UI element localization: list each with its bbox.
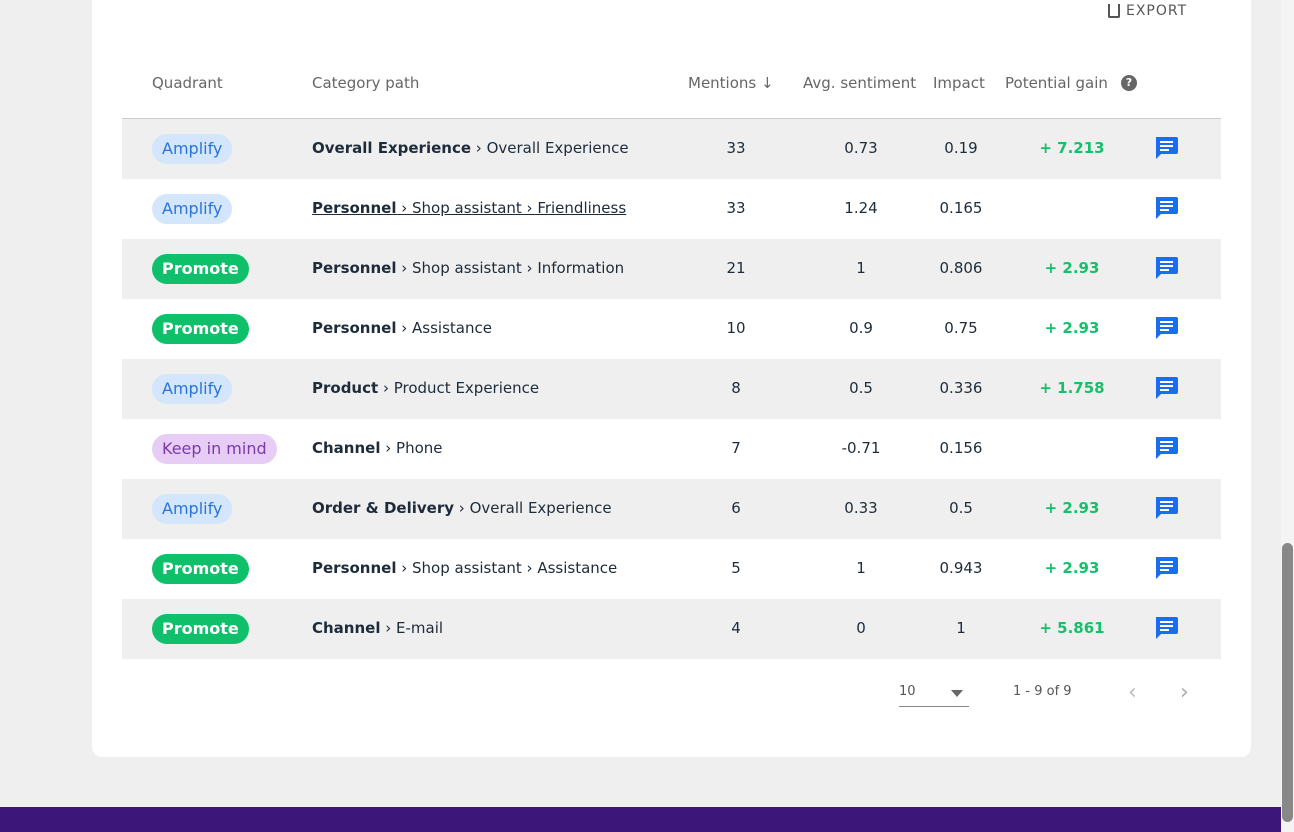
quadrant-badge: Promote [152,554,249,584]
table-row: Promote Personnel › Shop assistant › Ass… [122,539,1221,599]
mentions-value: 5 [731,559,741,577]
col-impact[interactable]: Impact [933,74,985,92]
mentions-value: 4 [731,619,741,637]
export-button[interactable]: EXPORT [1108,2,1187,20]
table-header: Quadrant Category path Mentions ↓ Avg. s… [122,55,1221,119]
next-page-button[interactable]: › [1180,680,1189,705]
comment-icon[interactable] [1153,134,1179,160]
sentiment-value: 1 [856,259,866,277]
sentiment-value: 1 [856,559,866,577]
quadrant-badge: Promote [152,254,249,284]
impact-value: 1 [956,619,966,637]
mentions-value: 33 [726,199,746,217]
sentiment-value: 0.73 [844,139,878,157]
dropdown-arrow-icon [951,690,963,697]
page-range: 1 - 9 of 9 [1013,684,1072,699]
sentiment-value: -0.71 [841,439,881,457]
comment-icon[interactable] [1153,194,1179,220]
category-path-link[interactable]: Overall Experience › Overall Experience [312,139,629,157]
comment-icon[interactable] [1153,494,1179,520]
col-sentiment[interactable]: Avg. sentiment [803,74,917,92]
impact-value: 0.943 [939,559,983,577]
table-row: Promote Personnel › Shop assistant › Inf… [122,239,1221,299]
gain-value: + 7.213 [1039,139,1105,157]
gain-value: + 1.758 [1039,379,1105,397]
comment-icon[interactable] [1153,254,1179,280]
impact-value: 0.806 [939,259,983,277]
comment-icon[interactable] [1153,314,1179,340]
comment-icon[interactable] [1153,614,1179,640]
impact-value: 0.19 [944,139,978,157]
gain-value: + 2.93 [1044,259,1100,277]
mentions-value: 8 [731,379,741,397]
col-gain[interactable]: Potential gain [1005,74,1108,92]
quadrant-badge: Amplify [152,134,233,164]
quadrant-badge: Amplify [152,374,233,404]
export-icon [1108,4,1120,18]
table-row: Promote Channel › E-mail 4 0 1 + 5.861 [122,599,1221,659]
quadrant-badge: Promote [152,614,249,644]
mentions-value: 10 [726,319,746,337]
table-body: Amplify Overall Experience › Overall Exp… [122,119,1221,659]
footer-bar [0,807,1281,832]
impact-value: 0.75 [944,319,978,337]
gain-value: + 2.93 [1044,559,1100,577]
mentions-value: 21 [726,259,746,277]
table-row: Keep in mind Channel › Phone 7 -0.71 0.1… [122,419,1221,479]
category-path-link[interactable]: Channel › E-mail [312,619,444,637]
quadrant-badge: Promote [152,314,249,344]
table-row: Amplify Personnel › Shop assistant › Fri… [122,179,1221,239]
mentions-value: 7 [731,439,741,457]
quadrant-badge: Amplify [152,194,233,224]
page-size-select[interactable]: 10 [899,684,969,707]
impact-value: 0.156 [939,439,983,457]
table-row: Amplify Overall Experience › Overall Exp… [122,119,1221,179]
quadrant-badge: Amplify [152,494,233,524]
mentions-value: 6 [731,499,741,517]
col-category[interactable]: Category path [312,74,420,92]
prev-page-button[interactable]: ‹ [1128,680,1137,705]
impact-value: 0.165 [939,199,983,217]
categories-table: Quadrant Category path Mentions ↓ Avg. s… [122,55,1221,659]
sentiment-value: 0.9 [849,319,873,337]
mentions-value: 33 [726,139,746,157]
comment-icon[interactable] [1153,434,1179,460]
quadrant-badge: Keep in mind [152,434,277,464]
impact-value: 0.5 [949,499,973,517]
col-mentions[interactable]: Mentions ↓ [688,74,774,92]
sentiment-value: 1.24 [844,199,878,217]
category-path-link[interactable]: Personnel › Shop assistant › Friendlines… [312,199,627,217]
gain-value: + 2.93 [1044,319,1100,337]
category-path-link[interactable]: Product › Product Experience [312,379,540,397]
table-row: Amplify Order & Delivery › Overall Exper… [122,479,1221,539]
comment-icon[interactable] [1153,554,1179,580]
gain-value: + 2.93 [1044,499,1100,517]
scrollbar-thumb[interactable] [1282,543,1293,822]
category-path-link[interactable]: Personnel › Assistance [312,319,492,337]
table-row: Promote Personnel › Assistance 10 0.9 0.… [122,299,1221,359]
table-row: Amplify Product › Product Experience 8 0… [122,359,1221,419]
category-path-link[interactable]: Channel › Phone [312,439,443,457]
gain-value: + 5.861 [1039,619,1105,637]
category-path-link[interactable]: Personnel › Shop assistant › Assistance [312,559,618,577]
sentiment-value: 0 [856,619,866,637]
impact-value: 0.336 [939,379,983,397]
col-quadrant[interactable]: Quadrant [152,74,223,92]
scrollbar[interactable] [1281,0,1294,832]
sentiment-value: 0.33 [844,499,878,517]
help-icon[interactable]: ? [1121,75,1137,91]
sentiment-value: 0.5 [849,379,873,397]
comment-icon[interactable] [1153,374,1179,400]
export-label: EXPORT [1126,3,1188,19]
category-path-link[interactable]: Order & Delivery › Overall Experience [312,499,612,517]
category-path-link[interactable]: Personnel › Shop assistant › Information [312,259,625,277]
